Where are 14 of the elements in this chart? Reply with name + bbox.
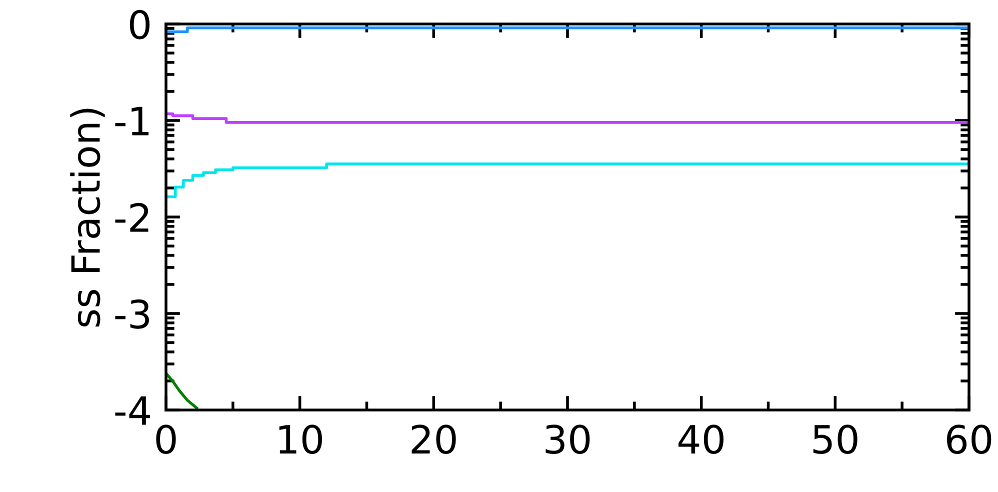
x-tick-label: 10	[279, 424, 322, 454]
x-tick-label: 0	[156, 424, 176, 454]
y-axis-title: ss Fraction)	[70, 108, 105, 327]
x-tick-label: 60	[946, 424, 992, 454]
y-tick-label: -3	[115, 299, 149, 329]
x-tick-label: 40	[678, 424, 724, 454]
y-tick-label: 0	[130, 10, 150, 40]
y-tick-label: -2	[115, 202, 148, 232]
x-tick-label: 50	[813, 424, 858, 454]
y-tick-label: -1	[115, 106, 149, 136]
x-tick-label: 20	[412, 424, 456, 454]
y-tick-label: -4	[115, 396, 150, 425]
x-tick-label: 30	[546, 424, 590, 454]
line-series	[166, 372, 198, 410]
